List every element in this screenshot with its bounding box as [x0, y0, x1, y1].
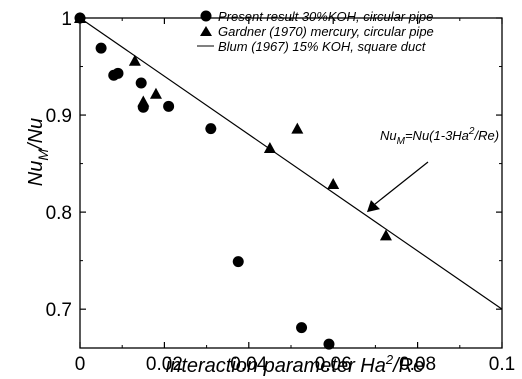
- x-tick-label: 0: [75, 354, 86, 375]
- y-axis-title: NuM/Nu: [25, 118, 51, 186]
- annotation-text-part: M: [397, 136, 406, 147]
- annotation-arrow-line: [374, 161, 429, 205]
- legend-label-present: Present result 30%KOH, circular pipe: [218, 9, 433, 24]
- legend: Present result 30%KOH, circular pipe Gar…: [197, 9, 434, 54]
- x-tick-label: 0.04: [230, 354, 267, 375]
- y-axis-title-main: Nu: [25, 161, 47, 187]
- y-axis-title-tail: /Nu: [25, 118, 47, 151]
- data-point-gardner: [263, 142, 276, 154]
- x-tick-labels: 0 0.02 0.04 0.06 0.08 0.1: [75, 354, 516, 375]
- data-point-present: [135, 77, 147, 89]
- x-axis-title-sup: 2: [385, 352, 394, 367]
- y-tick-labels: 0.7 0.8 0.9 1: [46, 9, 72, 321]
- x-axis-title-tail: /Re: [391, 355, 424, 377]
- data-markers: [74, 12, 392, 350]
- theory-line: [79, 17, 503, 310]
- x-tick-label: 0.08: [399, 354, 436, 375]
- data-point-gardner: [379, 229, 392, 241]
- data-point-gardner: [137, 95, 150, 107]
- data-point-present: [323, 338, 335, 350]
- legend-label-gardner: Gardner (1970) mercury, circular pipe: [218, 24, 434, 39]
- y-tick-label: 0.9: [46, 106, 72, 127]
- data-point-present: [232, 256, 244, 268]
- data-point-gardner: [291, 122, 304, 134]
- annotation-text-part: Nu: [380, 128, 397, 143]
- annotation: NuM=Nu(1-3Ha2/Re): [366, 126, 499, 213]
- annotation-text-part: /Re): [473, 128, 499, 143]
- theory-line-group: [79, 17, 503, 310]
- legend-triangle-marker: [200, 26, 212, 36]
- legend-circle-marker: [200, 10, 212, 22]
- annotation-text: NuM=Nu(1-3Ha2/Re): [380, 126, 499, 147]
- x-tick-label: 0.02: [146, 354, 183, 375]
- data-point-present: [95, 42, 107, 54]
- legend-label-blum: Blum (1967) 15% KOH, square duct: [218, 39, 427, 54]
- y-tick-label: 0.7: [46, 300, 72, 321]
- y-tick-label: 0.8: [46, 203, 72, 224]
- annotation-text-part: 2: [468, 126, 475, 137]
- plot-frame: [79, 17, 503, 349]
- plot-area: NuM=Nu(1-3Ha2/Re): [74, 12, 503, 350]
- x-axis-title: interaction parameter Ha2/Re: [166, 352, 424, 377]
- data-point-present: [112, 67, 124, 79]
- annotation-text-part: =Nu(1-3Ha: [405, 128, 469, 143]
- data-point-present: [163, 100, 175, 112]
- data-point-gardner: [327, 177, 340, 189]
- data-point-gardner: [149, 87, 162, 99]
- x-axis-title-main: interaction parameter Ha: [166, 355, 386, 377]
- annotation-arrowhead: [366, 200, 380, 213]
- data-point-gardner: [128, 54, 141, 66]
- y-tick-label: 1: [61, 9, 72, 30]
- data-point-present: [296, 322, 308, 334]
- x-tick-label: 0.1: [489, 354, 515, 375]
- data-point-present: [205, 123, 217, 135]
- y-axis-title-sub: M: [35, 149, 51, 161]
- data-point-gardner: [74, 12, 86, 23]
- x-tick-label: 0.06: [315, 354, 352, 375]
